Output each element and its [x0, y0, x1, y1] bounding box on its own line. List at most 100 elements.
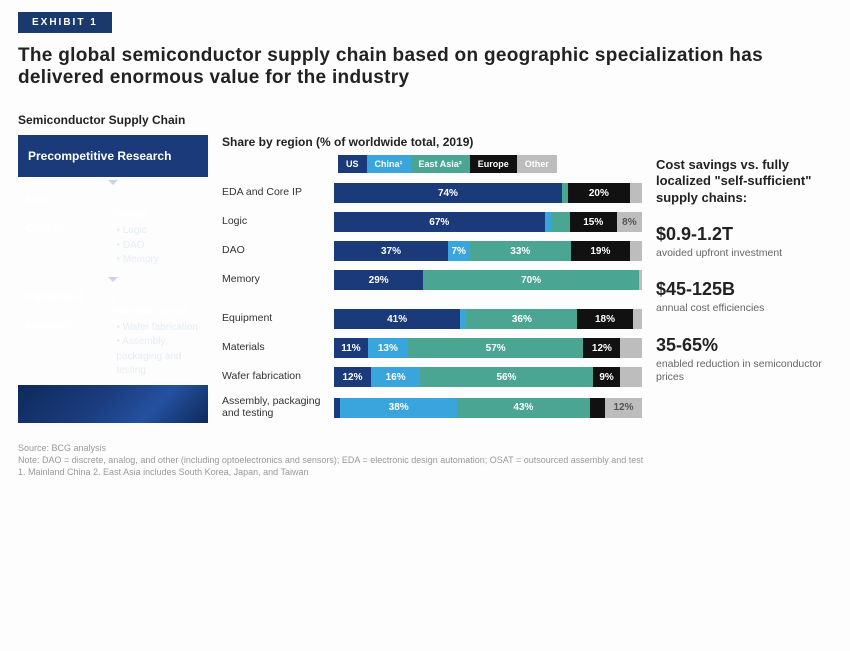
ladder-item: DAO [116, 239, 200, 254]
ladder-eda: EDA [18, 187, 102, 216]
ladder-design: ▾ Design LogicDAOMemory [102, 187, 208, 274]
stat-block: $45-125B annual cost efficiencies [656, 279, 826, 315]
legend-item: Other [517, 155, 557, 173]
share-title: Share by region (% of worldwide total, 2… [222, 135, 642, 149]
stat-value: $0.9-1.2T [656, 224, 826, 245]
bar-row: Memory29%70% [222, 270, 642, 290]
savings-header: Cost savings vs. fully localized "self-s… [656, 157, 826, 206]
ladder-mfg-items: Wafer fabricationAssembly, packaging and… [110, 321, 200, 379]
footer-notes: Source: BCG analysisNote: DAO = discrete… [18, 442, 832, 478]
bar-segment: 33% [470, 241, 572, 261]
bar-segment: 18% [577, 309, 632, 329]
bar-segment: 70% [423, 270, 639, 290]
ladder-item: Logic [116, 224, 200, 239]
ladder-label: Design [110, 208, 200, 220]
bar-row: EDA and Core IP74% 20% [222, 183, 642, 203]
bar-segment: 13% [368, 338, 408, 358]
chevron-down-icon [18, 274, 208, 284]
stat-block: 35-65%enabled reduction in semiconductor… [656, 335, 826, 383]
legend-item: Europe [470, 155, 517, 173]
bar-row: Materials11%13%57%12% [222, 338, 642, 358]
stat-sub: avoided upfront investment [656, 247, 826, 260]
stat-block: $0.9-1.2T avoided upfront investment [656, 224, 826, 260]
bar-segment [639, 270, 642, 290]
bar-segment: 57% [408, 338, 584, 358]
bar-label: EDA and Core IP [222, 187, 334, 199]
stacked-bar: 74% 20% [334, 183, 642, 203]
bar-segment: 56% [420, 367, 592, 387]
ladder-item: Wafer fabrication [116, 321, 200, 336]
exhibit-badge: EXHIBIT 1 [18, 12, 112, 33]
ladder-materials: Materials [18, 313, 102, 385]
bar-row: Wafer fabrication12%16%56%9% [222, 367, 642, 387]
legend-item: US [338, 155, 367, 173]
ladder-item: Assembly, packaging and testing [116, 335, 200, 379]
ladder-equipment: Equipment [18, 284, 102, 313]
bar-segment: 9% [593, 367, 621, 387]
bar-segment [590, 398, 605, 418]
bar-segment: 20% [568, 183, 630, 203]
footer-line: Source: BCG analysis [18, 442, 832, 454]
bar-row: DAO37%7%33%19% [222, 241, 642, 261]
stacked-bar: 29%70% [334, 270, 642, 290]
legend-item: East Asia² [411, 155, 470, 173]
stacked-bar: 37%7%33%19% [334, 241, 642, 261]
ladder-label: EDA [26, 194, 93, 206]
stacked-bar: 38%43% 12% [334, 398, 642, 418]
page-title: The global semiconductor supply chain ba… [18, 45, 832, 89]
legend: USChina¹East Asia²EuropeOther [338, 155, 642, 173]
bar-label: DAO [222, 245, 334, 257]
bar-segment [551, 212, 570, 232]
bar-row: Assembly, packaging and testing 38%43% 12% [222, 396, 642, 419]
bar-row: Logic67%15%8% [222, 212, 642, 232]
bar-label: Logic [222, 216, 334, 228]
bar-segment: 38% [340, 398, 457, 418]
ladder-design-items: LogicDAOMemory [110, 224, 200, 268]
bar-segment [633, 309, 642, 329]
bar-segment: 12% [334, 367, 371, 387]
stat-sub: annual cost efficiencies [656, 302, 826, 315]
bar-label: Equipment [222, 313, 334, 325]
supply-chain-ladder: Precompetitive Research EDA Core IP ▾ De… [18, 135, 208, 428]
ladder-label: Core IP [26, 223, 93, 235]
footer-line: 1. Mainland China 2. East Asia includes … [18, 466, 832, 478]
footer-line: Note: DAO = discrete, analog, and other … [18, 454, 832, 466]
bar-segment: 41% [334, 309, 460, 329]
ladder-label: Manufacturing [110, 305, 200, 317]
stat-value: 35-65% [656, 335, 826, 356]
bar-segment [620, 338, 642, 358]
legend-item: China¹ [367, 155, 411, 173]
bar-segment: 67% [334, 212, 545, 232]
bar-segment: 29% [334, 270, 423, 290]
bar-segment: 12% [583, 338, 620, 358]
bar-segment: 16% [371, 367, 420, 387]
bar-segment: 43% [457, 398, 589, 418]
bar-segment [620, 367, 642, 387]
bar-segment: 12% [605, 398, 642, 418]
stacked-bar: 41% 36%18% [334, 309, 642, 329]
supply-chain-subtitle: Semiconductor Supply Chain [18, 113, 832, 127]
bar-row: Equipment41% 36%18% [222, 309, 642, 329]
bar-label: Assembly, packaging and testing [222, 396, 334, 419]
stacked-bar: 12%16%56%9% [334, 367, 642, 387]
bar-segment: 7% [448, 241, 470, 261]
ladder-research: Precompetitive Research [18, 135, 208, 177]
ladder-item: Memory [116, 253, 200, 268]
bar-segment [630, 183, 642, 203]
bar-segment: 11% [334, 338, 368, 358]
bar-label: Memory [222, 274, 334, 286]
bar-label: Wafer fabrication [222, 371, 334, 383]
bar-segment: 74% [334, 183, 562, 203]
ladder-coreip: Core IP [18, 216, 102, 274]
ladder-decoration [18, 385, 208, 423]
bar-segment: 36% [466, 309, 577, 329]
bar-label: Materials [222, 342, 334, 354]
savings-column: Cost savings vs. fully localized "self-s… [656, 135, 826, 428]
stacked-bar: 11%13%57%12% [334, 338, 642, 358]
bar-segment: 15% [570, 212, 617, 232]
ladder-manufacturing: ▾ Manufacturing Wafer fabricationAssembl… [102, 284, 208, 385]
stat-value: $45-125B [656, 279, 826, 300]
stat-sub: enabled reduction in semiconductor price… [656, 358, 826, 383]
share-chart: Share by region (% of worldwide total, 2… [222, 135, 642, 428]
bar-segment [630, 241, 642, 261]
